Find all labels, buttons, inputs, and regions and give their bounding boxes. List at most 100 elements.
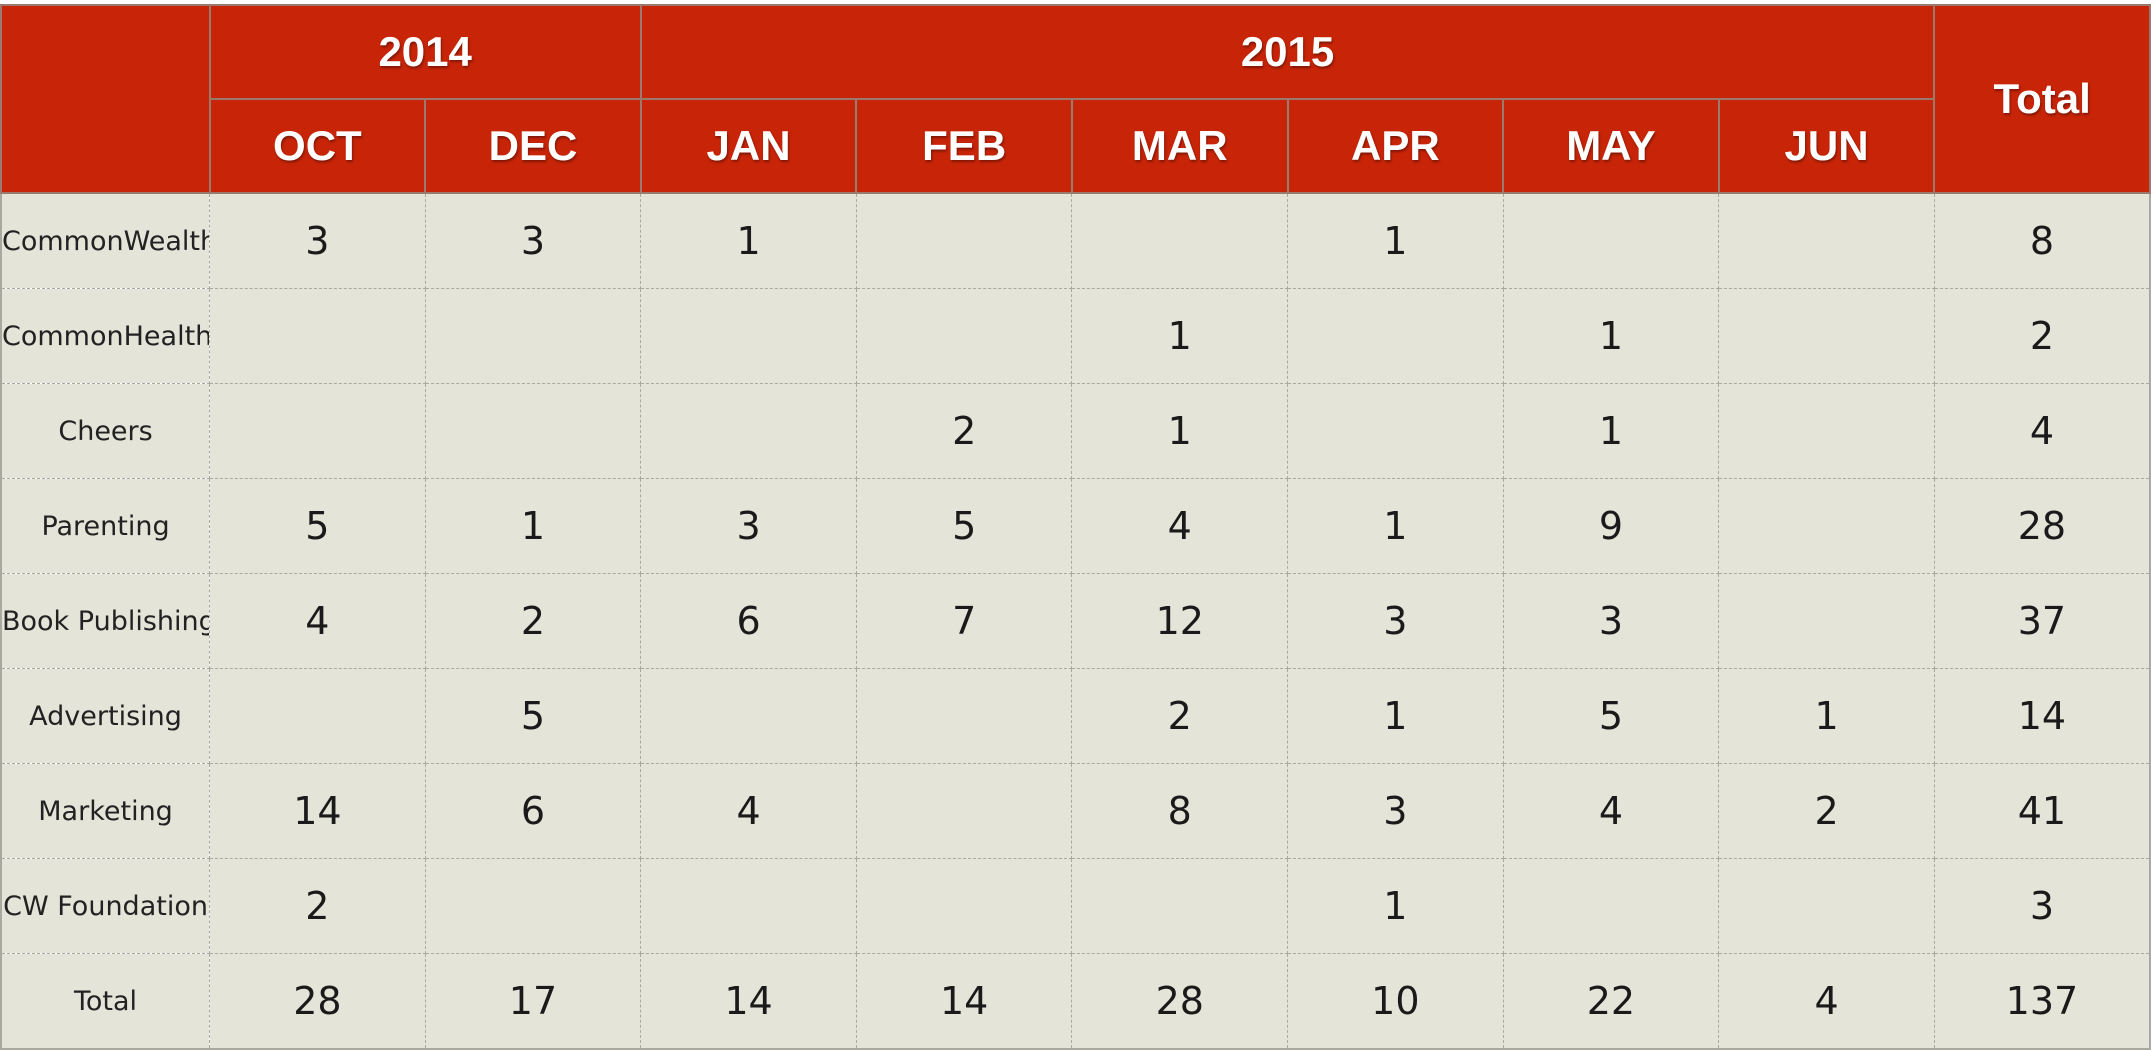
- value-cell: 12: [1071, 573, 1289, 669]
- value-cell: [1287, 288, 1504, 384]
- value-cell: [1071, 192, 1289, 289]
- value-cell: 4: [209, 573, 426, 669]
- value-cell: 22: [1502, 953, 1720, 1050]
- table-body: CommonWealth 3 3 1 1 8 CommonHealth 1 1 2 Cheers 2 1…: [0, 192, 2151, 1050]
- value-cell: 8: [1071, 763, 1289, 859]
- value-cell: [855, 858, 1073, 954]
- table-row: Advertising 5 2 1 5 1 14: [0, 668, 2151, 764]
- value-cell: 3: [1287, 573, 1504, 669]
- table-row: Marketing 14 6 4 8 3 4 2 41: [0, 763, 2151, 859]
- row-total-cell: 8: [1933, 192, 2151, 289]
- value-cell: [855, 192, 1073, 289]
- value-cell: [640, 668, 857, 764]
- value-cell: [1502, 858, 1720, 954]
- value-cell: [640, 858, 857, 954]
- value-cell: [1718, 858, 1935, 954]
- value-cell: [1718, 192, 1935, 289]
- row-label-cell: Cheers: [0, 383, 211, 479]
- value-cell: 1: [1718, 668, 1935, 764]
- value-cell: 2: [424, 573, 642, 669]
- year-header-row: 2014 2015 Total: [0, 4, 2151, 194]
- value-cell: 14: [640, 953, 857, 1050]
- row-total-cell: 3: [1933, 858, 2151, 954]
- value-cell: [1502, 192, 1720, 289]
- value-cell: 1: [1071, 288, 1289, 384]
- value-cell: 1: [1502, 383, 1720, 479]
- row-label-cell: Advertising: [0, 668, 211, 764]
- month-header-cell: FEB: [855, 98, 1073, 194]
- value-cell: [209, 288, 426, 384]
- month-header-row: OCT DEC JAN FEB MAR APR MAY JUN: [1, 98, 2150, 194]
- value-cell: 2: [1718, 763, 1935, 859]
- table-row: CommonHealth 1 1 2: [0, 288, 2151, 384]
- value-cell: 3: [1502, 573, 1720, 669]
- row-total-cell: 4: [1933, 383, 2151, 479]
- month-header-cell: MAR: [1070, 98, 1289, 194]
- year-header-2014: 2014: [208, 4, 642, 100]
- totals-row: Total 28 17 14 14 28 10 22 4 137: [0, 953, 2151, 1050]
- row-total-cell: 37: [1933, 573, 2151, 669]
- value-cell: [1718, 573, 1935, 669]
- value-cell: 10: [1287, 953, 1504, 1050]
- value-cell: 28: [209, 953, 426, 1050]
- value-cell: 17: [424, 953, 642, 1050]
- value-cell: [1718, 288, 1935, 384]
- table-row: Book Publishing 4 2 6 7 12 3 3 37: [0, 573, 2151, 669]
- value-cell: 3: [424, 192, 642, 289]
- value-cell: 1: [1287, 192, 1504, 289]
- value-cell: 3: [640, 478, 857, 574]
- value-cell: 3: [209, 192, 426, 289]
- value-cell: 1: [1502, 288, 1720, 384]
- row-total-cell: 2: [1933, 288, 2151, 384]
- value-cell: 1: [1071, 383, 1289, 479]
- year-header-2015: 2015: [639, 4, 1936, 100]
- value-cell: 5: [1502, 668, 1720, 764]
- value-cell: 5: [424, 668, 642, 764]
- table-row: Parenting 5 1 3 5 4 1 9 28: [0, 478, 2151, 574]
- row-label-cell: Book Publishing: [0, 573, 211, 669]
- row-total-cell: 28: [1933, 478, 2151, 574]
- table-row: Cheers 2 1 1 4: [0, 383, 2151, 479]
- table-row: CommonWealth 3 3 1 1 8: [0, 192, 2151, 289]
- value-cell: [855, 288, 1073, 384]
- month-header-cell: OCT: [208, 98, 427, 194]
- month-header-cell: APR: [1286, 98, 1505, 194]
- value-cell: 2: [209, 858, 426, 954]
- value-cell: 3: [1287, 763, 1504, 859]
- value-cell: 1: [424, 478, 642, 574]
- value-cell: 6: [640, 573, 857, 669]
- value-cell: 4: [1502, 763, 1720, 859]
- value-cell: [1718, 383, 1935, 479]
- value-cell: 1: [1287, 668, 1504, 764]
- row-total-cell: 14: [1933, 668, 2151, 764]
- value-cell: 28: [1071, 953, 1289, 1050]
- data-table: 2014 2015 Total OCT DEC JAN FEB MAR APR …: [0, 4, 2151, 1050]
- value-cell: [424, 288, 642, 384]
- value-cell: 4: [1718, 953, 1935, 1050]
- value-cell: [640, 288, 857, 384]
- total-column-header: Total: [1933, 4, 2151, 194]
- row-label-cell: CommonWealth: [0, 192, 211, 289]
- value-cell: [209, 668, 426, 764]
- row-label-cell: CommonHealth: [0, 288, 211, 384]
- value-cell: [1718, 478, 1935, 574]
- row-label-cell: CW Foundation: [0, 858, 211, 954]
- value-cell: 4: [640, 763, 857, 859]
- month-header-cell: DEC: [424, 98, 642, 194]
- value-cell: 14: [209, 763, 426, 859]
- row-label-cell: Total: [0, 953, 211, 1050]
- value-cell: 7: [855, 573, 1073, 669]
- value-cell: 1: [1287, 858, 1504, 954]
- value-cell: [1287, 383, 1504, 479]
- corner-header-cell: [0, 4, 211, 194]
- value-cell: 5: [209, 478, 426, 574]
- value-cell: [855, 668, 1073, 764]
- value-cell: [209, 383, 426, 479]
- value-cell: [855, 763, 1073, 859]
- data-table-container: 2014 2015 Total OCT DEC JAN FEB MAR APR …: [0, 4, 2151, 1050]
- value-cell: 9: [1502, 478, 1720, 574]
- value-cell: 5: [855, 478, 1073, 574]
- row-label-cell: Parenting: [0, 478, 211, 574]
- value-cell: 2: [1071, 668, 1289, 764]
- value-cell: [424, 383, 642, 479]
